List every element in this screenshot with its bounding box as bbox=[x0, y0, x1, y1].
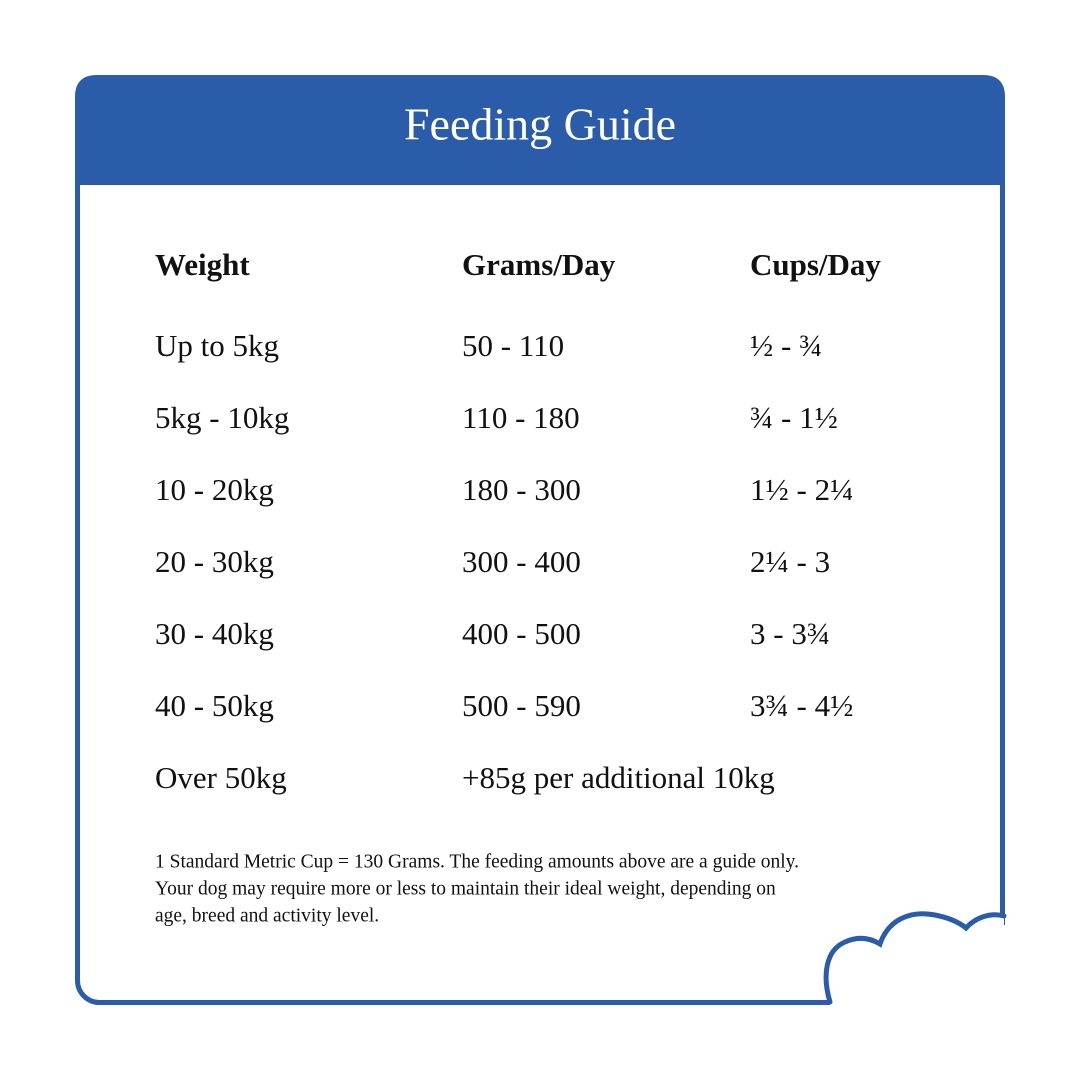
footnote-line: 1 Standard Metric Cup = 130 Grams. The f… bbox=[155, 851, 799, 872]
table-cell: 40 - 50kg bbox=[155, 688, 274, 723]
table-cell: Over 50kg bbox=[155, 760, 287, 795]
table-cell: 1½ - 2¼ bbox=[750, 472, 853, 507]
table-cell: 3¾ - 4½ bbox=[750, 688, 853, 723]
header-band bbox=[75, 75, 1005, 185]
footnote-line: age, breed and activity level. bbox=[155, 905, 379, 926]
table-cell: ½ - ¾ bbox=[750, 328, 822, 363]
table-cell: 400 - 500 bbox=[462, 616, 581, 651]
table-cell: 20 - 30kg bbox=[155, 544, 274, 579]
table-cell: 5kg - 10kg bbox=[155, 400, 289, 435]
table-cell: 30 - 40kg bbox=[155, 616, 274, 651]
title: Feeding Guide bbox=[404, 99, 676, 150]
table-cell: Up to 5kg bbox=[155, 328, 279, 363]
cloud-fill bbox=[826, 913, 1005, 1010]
table-cell: 10 - 20kg bbox=[155, 472, 274, 507]
table-cell: 180 - 300 bbox=[462, 472, 581, 507]
cloud-outline bbox=[823, 911, 1007, 1005]
footnote-line: Your dog may require more or less to mai… bbox=[155, 878, 776, 899]
table-cell: 2¼ - 3 bbox=[750, 544, 830, 579]
table-cell: 110 - 180 bbox=[462, 400, 580, 435]
column-header: Weight bbox=[155, 247, 250, 282]
table-cell: 50 - 110 bbox=[462, 328, 564, 363]
table: Weight Grams/Day Cups/Day Up to 5kg 50 - 110… bbox=[155, 247, 881, 795]
footnote: 1 Standard Metric Cup = 130 Grams. The f… bbox=[155, 851, 799, 926]
table-cell: 300 - 400 bbox=[462, 544, 581, 579]
table-cell: 3 - 3¾ bbox=[750, 616, 830, 651]
table-cell: ¾ - 1½ bbox=[750, 400, 838, 435]
column-header: Cups/Day bbox=[750, 247, 881, 282]
table-cell: 500 - 590 bbox=[462, 688, 581, 723]
column-header: Grams/Day bbox=[462, 247, 616, 282]
table-cell: +85g per additional 10kg bbox=[462, 760, 775, 795]
